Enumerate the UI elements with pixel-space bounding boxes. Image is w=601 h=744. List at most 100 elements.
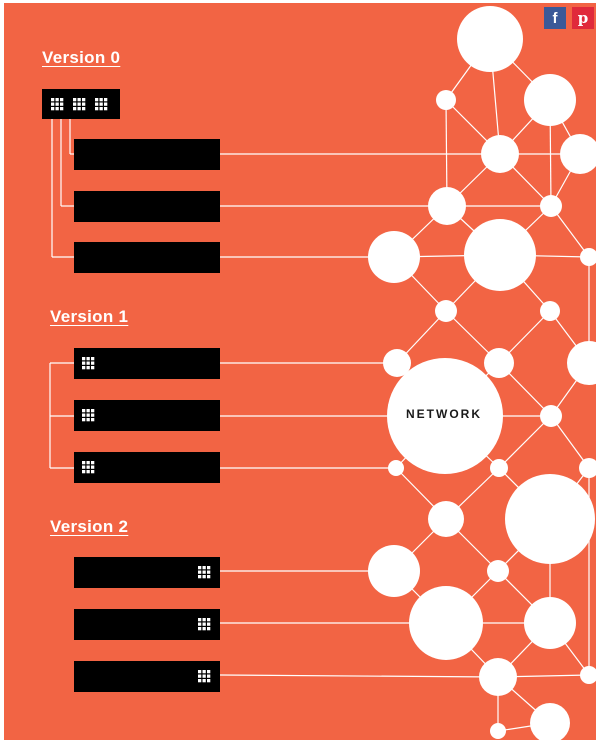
version-0-block (74, 139, 220, 170)
version-0-label: Version 0 (42, 48, 121, 67)
grid-icon (91, 413, 95, 417)
grid-icon (198, 575, 202, 579)
network-node (383, 349, 411, 377)
grid-icon (207, 575, 211, 579)
version-1-block (74, 348, 220, 379)
grid-icon (91, 465, 95, 469)
network-node (484, 348, 514, 378)
grid-icon (86, 418, 90, 422)
facebook-icon: f (552, 9, 558, 27)
network-node (524, 597, 576, 649)
grid-icon (55, 107, 59, 111)
network-node (428, 187, 466, 225)
network-node (409, 586, 483, 660)
grid-icon (202, 570, 206, 574)
network-node (579, 458, 596, 478)
grid-icon (82, 98, 86, 102)
grid-icon (82, 107, 86, 111)
network-node (457, 6, 523, 72)
network-node (560, 134, 596, 174)
grid-icon (51, 107, 55, 111)
network-node (524, 74, 576, 126)
grid-icon (207, 674, 211, 678)
version-2-block (74, 661, 220, 692)
grid-icon (82, 465, 86, 469)
grid-icon (202, 674, 206, 678)
grid-icon (202, 618, 206, 622)
version-1-label: Version 1 (50, 307, 129, 326)
grid-icon (86, 461, 90, 465)
network-node (580, 666, 596, 684)
diagram-svg (42, 6, 596, 740)
network-node (540, 405, 562, 427)
grid-icon (73, 107, 77, 111)
network-node (490, 723, 506, 739)
grid-icon (51, 102, 55, 106)
grid-icon (82, 409, 86, 413)
grid-icon (104, 102, 108, 106)
network-node (368, 231, 420, 283)
network-node (540, 195, 562, 217)
connector-line (219, 674, 499, 678)
network-node (580, 248, 596, 266)
version-0-block (74, 242, 220, 273)
grid-icon (198, 570, 202, 574)
network-node (505, 474, 595, 564)
grid-icon (82, 357, 86, 361)
grid-icon (86, 357, 90, 361)
grid-icon (207, 570, 211, 574)
network-node (479, 658, 517, 696)
grid-icon (82, 102, 86, 106)
grid-icon (198, 670, 202, 674)
grid-icon (60, 98, 64, 102)
pinterest-icon: p (577, 9, 589, 27)
grid-icon (91, 361, 95, 365)
grid-icon (82, 361, 86, 365)
grid-icon (77, 102, 81, 106)
grid-icon (91, 461, 95, 465)
grid-icon (99, 102, 103, 106)
grid-icon (91, 409, 95, 413)
network-node (464, 219, 536, 291)
version-1-block (74, 400, 220, 431)
grid-icon (86, 465, 90, 469)
grid-icon (202, 679, 206, 683)
grid-icon (77, 98, 81, 102)
grid-icon (82, 366, 86, 370)
grid-icon (77, 107, 81, 111)
grid-icon (51, 98, 55, 102)
network-node (567, 341, 596, 385)
version-2-label: Version 2 (50, 517, 129, 536)
network-node (388, 460, 404, 476)
grid-icon (99, 98, 103, 102)
grid-icon (202, 670, 206, 674)
grid-icon (202, 627, 206, 631)
grid-icon (73, 102, 77, 106)
network-node (435, 300, 457, 322)
network-node (436, 90, 456, 110)
grid-icon (91, 418, 95, 422)
version-2-block (74, 557, 220, 588)
grid-icon (55, 102, 59, 106)
grid-icon (60, 107, 64, 111)
grid-icon (202, 566, 206, 570)
grid-icon (207, 566, 211, 570)
grid-icon (99, 107, 103, 111)
facebook-share-button[interactable]: f (544, 7, 566, 29)
network-node (368, 545, 420, 597)
grid-icon (91, 470, 95, 474)
grid-icon (198, 679, 202, 683)
grid-icon (207, 618, 211, 622)
grid-icon (95, 98, 99, 102)
grid-icon (82, 413, 86, 417)
grid-icon (202, 575, 206, 579)
grid-icon (82, 418, 86, 422)
grid-icon (91, 366, 95, 370)
network-node (530, 703, 570, 740)
grid-icon (198, 618, 202, 622)
network-label: NETWORK (406, 407, 482, 421)
pinterest-share-button[interactable]: p (572, 7, 594, 29)
network-edge (498, 415, 552, 469)
grid-icon (95, 107, 99, 111)
grid-icon (104, 107, 108, 111)
